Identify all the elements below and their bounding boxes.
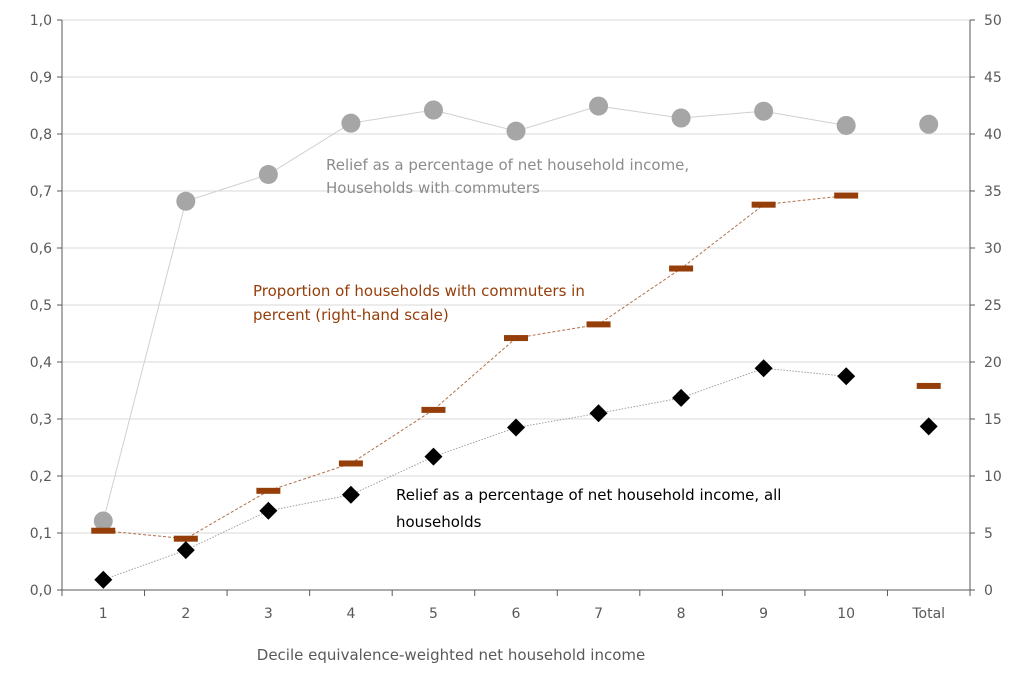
point-commuters [176, 191, 196, 211]
annotation-commuters: Relief as a percentage of net household … [326, 156, 689, 174]
y-right-tick-label: 25 [984, 298, 1002, 314]
y-left-tick-label: 0,3 [30, 412, 52, 428]
annotation-all: households [396, 513, 482, 531]
y-right-tick-label: 50 [984, 13, 1002, 29]
y-left-tick-label: 0,7 [30, 184, 52, 200]
point-proportion [586, 321, 611, 328]
y-right-tick-label: 15 [984, 412, 1002, 428]
x-tick-label: 3 [264, 606, 273, 622]
point-proportion [504, 335, 528, 342]
x-tick-label: 1 [99, 606, 108, 622]
point-proportion [173, 535, 198, 542]
y-left-tick-label: 0,9 [30, 70, 52, 86]
x-tick-label: 5 [429, 606, 438, 622]
annotations: Relief as a percentage of net household … [253, 156, 781, 531]
point-proportion [338, 460, 363, 467]
y-left-tick-label: 0,4 [30, 355, 52, 371]
x-tick-label: 4 [346, 606, 355, 622]
x-tick-label: 9 [759, 606, 768, 622]
y-left-tick-label: 0,0 [30, 583, 52, 599]
point-all [589, 404, 608, 423]
x-tick-label: 2 [181, 606, 190, 622]
point-commuters [93, 511, 113, 531]
y-right-tick-label: 10 [984, 469, 1002, 485]
point-all [341, 485, 360, 504]
x-axis-title: Decile equivalence-weighted net househol… [257, 646, 645, 664]
annotation-all: Relief as a percentage of net household … [396, 486, 781, 504]
x-tick-label: 6 [512, 606, 521, 622]
point-proportion [91, 527, 116, 534]
y-left-tick-label: 0,1 [30, 526, 52, 542]
point-all [837, 367, 856, 386]
y-right-tick-label: 40 [984, 127, 1002, 143]
point-commuters [423, 100, 443, 120]
point-all [919, 417, 938, 436]
point-all [424, 447, 443, 466]
point-all [94, 570, 113, 589]
point-all [507, 418, 525, 437]
annotation-commuters: Households with commuters [326, 179, 540, 197]
point-commuters [589, 96, 609, 116]
y-left-tick-label: 0,6 [30, 241, 52, 257]
point-all [754, 359, 773, 378]
point-proportion [421, 406, 446, 413]
gridlines [62, 19, 970, 534]
axes [57, 19, 975, 596]
series-lines [102, 105, 847, 581]
point-all [176, 541, 195, 560]
x-tick-label: 7 [594, 606, 603, 622]
y-left-tick-label: 0,2 [30, 469, 52, 485]
y-right-tick-label: 35 [984, 184, 1002, 200]
annotation-proportion: percent (right-hand scale) [253, 306, 449, 324]
y-left-tick-label: 1,0 [30, 13, 52, 29]
series-marks [91, 96, 941, 589]
x-tick-label: Total [911, 606, 945, 622]
point-proportion [669, 265, 694, 272]
point-proportion [256, 487, 281, 494]
series-line-all [103, 367, 847, 581]
point-commuters [836, 115, 856, 135]
series-line-commuters [102, 105, 847, 522]
point-commuters [341, 113, 361, 133]
point-proportion [834, 192, 859, 199]
point-commuters [754, 101, 774, 121]
point-commuters [258, 164, 278, 184]
y-right-tick-label: 20 [984, 355, 1002, 371]
y-right-tick-label: 0 [984, 583, 993, 599]
x-tick-label: 10 [837, 606, 855, 622]
point-commuters [919, 114, 939, 134]
point-commuters [506, 121, 526, 141]
y-right-tick-label: 45 [984, 70, 1002, 86]
point-proportion [916, 382, 941, 389]
point-all [672, 388, 691, 407]
y-left-tick-label: 0,8 [30, 127, 52, 143]
x-tick-label: 8 [677, 606, 686, 622]
y-right-tick-label: 5 [984, 526, 993, 542]
point-all [259, 501, 278, 520]
point-proportion [751, 201, 776, 208]
series-line-proportion [103, 195, 847, 540]
point-commuters [671, 108, 691, 128]
axis-labels: 0,0 00,1 50,2 100,3 150,4 200,5 250,6 300,7 350,… [30, 13, 1002, 622]
y-left-tick-label: 0,5 [30, 298, 52, 314]
y-right-tick-label: 30 [984, 241, 1002, 257]
annotation-proportion: Proportion of households with commuters … [253, 282, 585, 300]
